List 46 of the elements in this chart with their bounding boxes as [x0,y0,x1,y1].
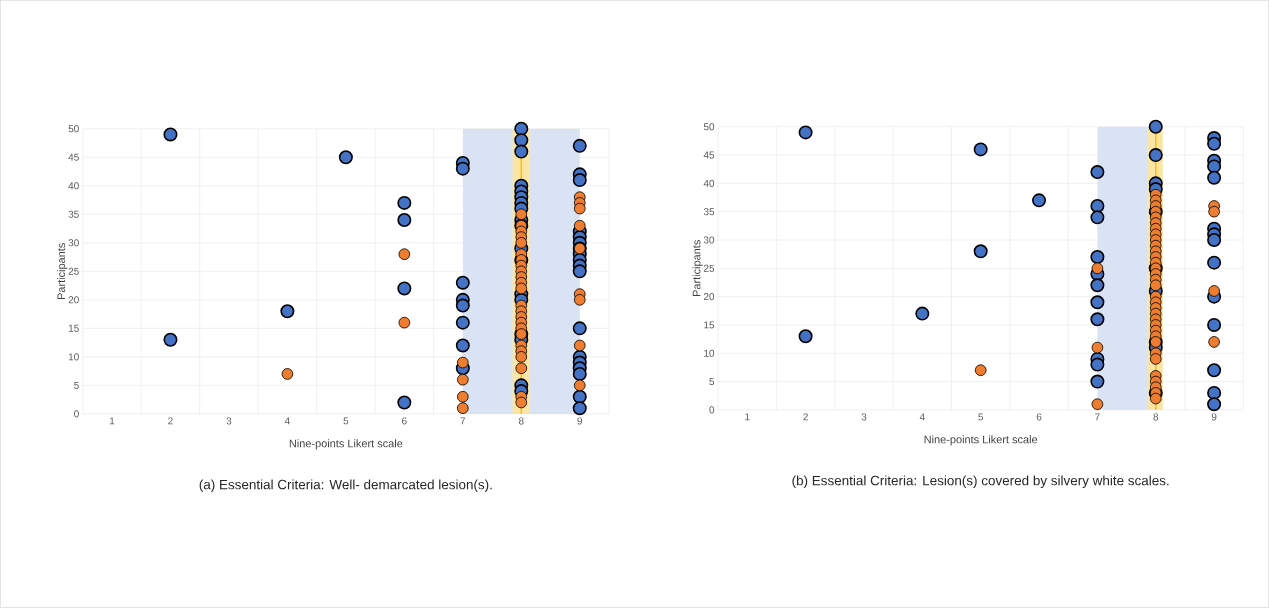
y-tick-label: 50 [703,123,715,131]
y-tick-label: 30 [703,236,715,244]
y-tick-label: 35 [703,208,715,216]
x-tick-label: 3 [861,413,867,421]
x-axis-title: Nine-points Likert scale [924,435,1038,446]
y-tick-label: 0 [709,406,715,414]
y-tick-label: 30 [68,239,79,247]
y-tick-label: 15 [704,321,715,329]
y-tick-label: 25 [68,267,79,275]
y-tick-label: 25 [703,264,715,272]
x-tick-label: 7 [1095,413,1100,421]
y-tick-label: 0 [74,410,79,418]
x-tick-label: 1 [745,413,750,421]
y-tick-label: 40 [703,180,715,188]
y-tick-label: 40 [68,182,79,190]
y-tick-label: 15 [68,325,79,332]
x-tick-label: 9 [1211,413,1217,421]
x-tick-label: 4 [919,413,925,421]
x-tick-label: 9 [577,417,583,425]
x-tick-label: 7 [460,417,466,425]
x-tick-label: 1 [109,417,115,425]
x-tick-label: 6 [402,417,407,425]
y-tick-label: 20 [703,293,715,301]
y-tick-label: 45 [703,151,715,159]
y-tick-label: 10 [68,353,79,361]
x-tick-label: 3 [226,417,232,425]
x-tick-label: 5 [343,417,349,425]
y-tick-label: 10 [704,349,715,357]
x-tick-label: 8 [1153,413,1159,421]
text: (a) Essential Criteria: Well- demarcated lesion(s). [199,479,492,493]
x-tick-label: 2 [168,417,173,425]
x-tick-label: 6 [1036,413,1042,421]
y-tick-label: 5 [74,382,79,389]
x-axis-title: Nine-points Likert scale [289,439,403,450]
x-tick-label: 5 [978,413,984,421]
y-tick-label: 35 [68,210,79,218]
y-axis-title: Participants [57,243,68,300]
y-axis-title: Participants [692,240,703,297]
y-tick-label: 20 [68,296,79,304]
y-tick-label: 5 [709,378,715,386]
y-tick-label: 50 [68,125,79,133]
text: (b) Essential Criteria: Lesion(s) covered by silvery white scales. [792,475,1169,489]
x-tick-label: 4 [284,417,290,425]
x-tick-label: 8 [518,417,524,425]
x-tick-label: 2 [803,413,808,421]
y-tick-label: 45 [68,153,79,161]
